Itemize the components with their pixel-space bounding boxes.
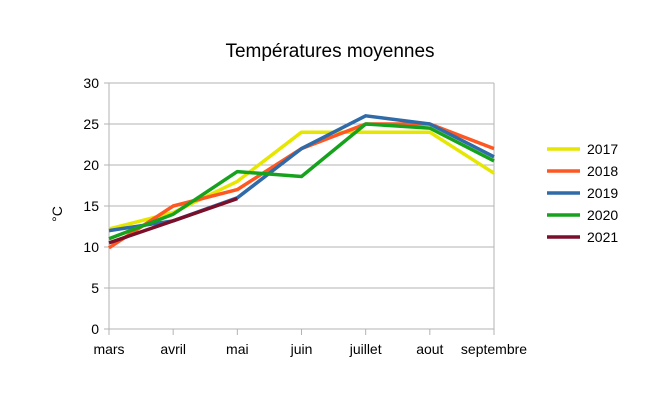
y-tick-label: 5: [91, 280, 99, 296]
chart-title: Températures moyennes: [225, 41, 434, 62]
x-tick-label: mars: [93, 341, 124, 357]
legend-label: 2018: [587, 163, 618, 179]
series-line-2021: [108, 196, 238, 245]
y-tick-label: 15: [83, 198, 99, 214]
y-tick-label: 30: [83, 75, 99, 91]
legend-label: 2019: [587, 185, 618, 201]
y-tick-label: 10: [83, 239, 99, 255]
y-tick-labels: 0 5 10 15 20 25 30: [83, 75, 99, 337]
series-lines: [108, 114, 495, 250]
x-tick-label: juillet: [349, 341, 382, 357]
legend: 2017 2018 2019 2020 2021: [547, 141, 618, 245]
x-tick-label: mai: [226, 341, 249, 357]
y-axis-label: °C: [49, 206, 65, 222]
series-line-2020: [108, 122, 495, 241]
x-tick-label: septembre: [461, 341, 527, 357]
x-tick-label: avril: [160, 341, 186, 357]
legend-label: 2020: [587, 207, 618, 223]
y-tick-label: 25: [83, 116, 99, 132]
legend-label: 2017: [587, 141, 618, 157]
x-tick-labels: mars avril mai juin juillet aout septembre: [93, 341, 527, 357]
y-tick-label: 0: [91, 321, 99, 337]
series-line-2018: [108, 122, 495, 250]
y-tick-label: 20: [83, 157, 99, 173]
x-tick-label: juin: [290, 341, 313, 357]
gridlines: [109, 82, 494, 330]
legend-label: 2021: [587, 229, 618, 245]
axes: [104, 82, 495, 335]
x-tick-label: aout: [416, 341, 443, 357]
